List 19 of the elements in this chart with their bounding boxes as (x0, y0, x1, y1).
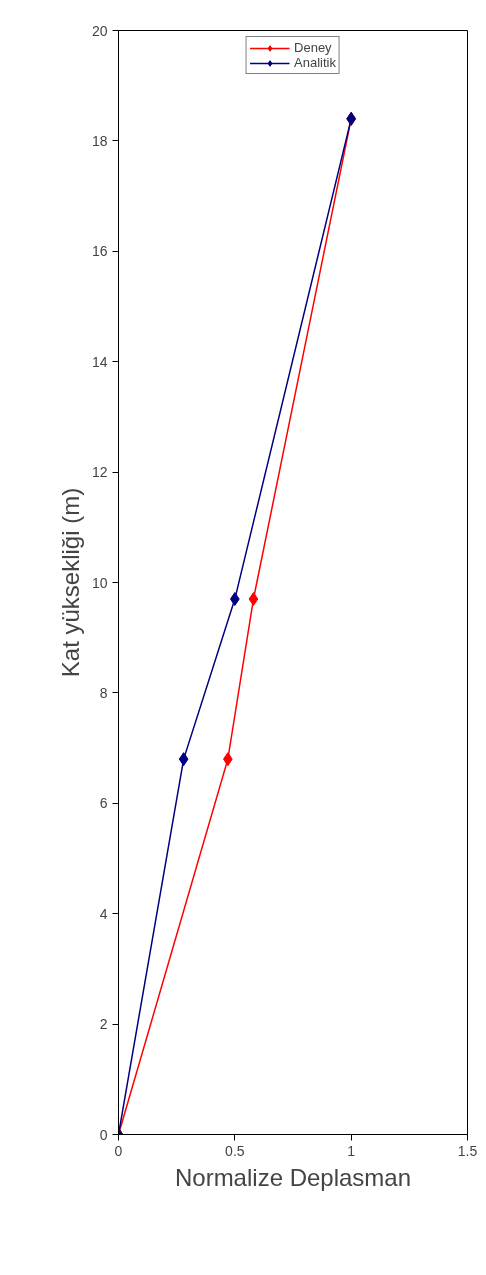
legend-label: Deney (294, 40, 332, 55)
y-tick-label: 18 (91, 132, 108, 149)
y-tick-label: 4 (99, 905, 108, 922)
y-tick-label: 8 (99, 684, 108, 701)
x-tick-label: 0.5 (225, 1142, 245, 1159)
y-tick-label: 0 (99, 1126, 108, 1143)
x-axis-title: Normalize Deplasman (174, 1163, 412, 1191)
y-tick-label: 2 (99, 1016, 108, 1033)
x-tick-label: 1.5 (457, 1142, 478, 1159)
y-tick-label: 6 (99, 795, 108, 812)
y-tick-label: 14 (91, 353, 108, 370)
x-tick-label: 0 (114, 1142, 123, 1159)
y-tick-label: 16 (91, 243, 108, 260)
legend-label: Analitik (294, 55, 336, 70)
y-tick-label: 10 (91, 574, 108, 591)
x-tick-label: 1 (347, 1142, 356, 1159)
y-tick-label: 12 (91, 464, 108, 481)
y-tick-label: 20 (91, 22, 108, 39)
y-axis-title: Kat yüksekliği (m) (56, 487, 84, 678)
